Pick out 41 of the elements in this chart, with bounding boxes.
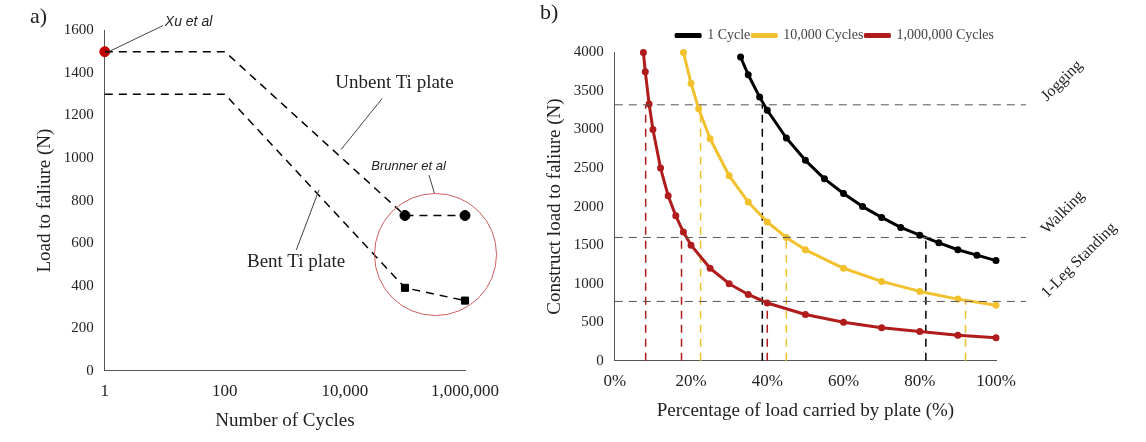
annotation: Bent Ti plate	[247, 249, 346, 271]
y-tick-label: 200	[71, 319, 94, 336]
x-tick-label: 0%	[603, 371, 627, 391]
legend-label: 1,000,000 Cycles	[896, 27, 995, 43]
chart-title: b)	[540, 0, 559, 24]
x-axis-title: Percentage of load carried by plate (%)	[656, 398, 955, 421]
x-tick-label: 40%	[751, 371, 783, 391]
y-tick-label: 800	[71, 191, 94, 208]
y-tick-label: 1400	[63, 63, 94, 80]
x-tick-label: 80%	[904, 371, 936, 391]
y-tick-label: 1200	[63, 106, 94, 123]
legend-label: 1 Cycle	[707, 27, 751, 43]
y-tick-label: 1500	[573, 236, 604, 253]
y-tick-label: 1000	[573, 274, 604, 291]
y-tick-label: 1000	[63, 148, 94, 165]
annotation: Unbent Ti plate	[335, 71, 454, 93]
x-axis-title: Number of Cycles	[215, 408, 355, 430]
y-tick-label: 600	[71, 234, 94, 251]
legend-label: 10,000 Cycles	[783, 27, 864, 43]
y-axis-title: Load to faliure (N)	[33, 128, 56, 273]
y-tick-label: 2500	[573, 158, 604, 175]
x-tick-label: 100%	[976, 371, 1016, 391]
annotation: Brunner et al	[371, 158, 447, 174]
x-tick-label: 60%	[827, 371, 860, 391]
y-tick-label: 400	[71, 276, 94, 293]
annotation: Xu et al	[163, 12, 214, 29]
x-tick-label: 100	[212, 381, 238, 401]
x-tick-label: 20%	[675, 371, 707, 391]
y-tick-label: 1600	[63, 21, 94, 38]
x-tick-label: 1	[100, 381, 110, 401]
y-axis-title: Construct load to faliure (N)	[543, 98, 566, 315]
y-tick-label: 0	[596, 351, 604, 368]
y-tick-label: 2000	[573, 197, 604, 214]
x-tick-label: 10,000	[321, 381, 369, 401]
y-tick-label: 3000	[573, 120, 604, 137]
y-tick-label: 4000	[573, 43, 604, 60]
y-tick-label: 0	[86, 361, 94, 378]
y-tick-label: 3500	[573, 81, 604, 98]
chart-title: a)	[30, 2, 48, 28]
y-tick-label: 500	[581, 313, 604, 330]
x-tick-label: 1,000,000	[431, 381, 499, 401]
